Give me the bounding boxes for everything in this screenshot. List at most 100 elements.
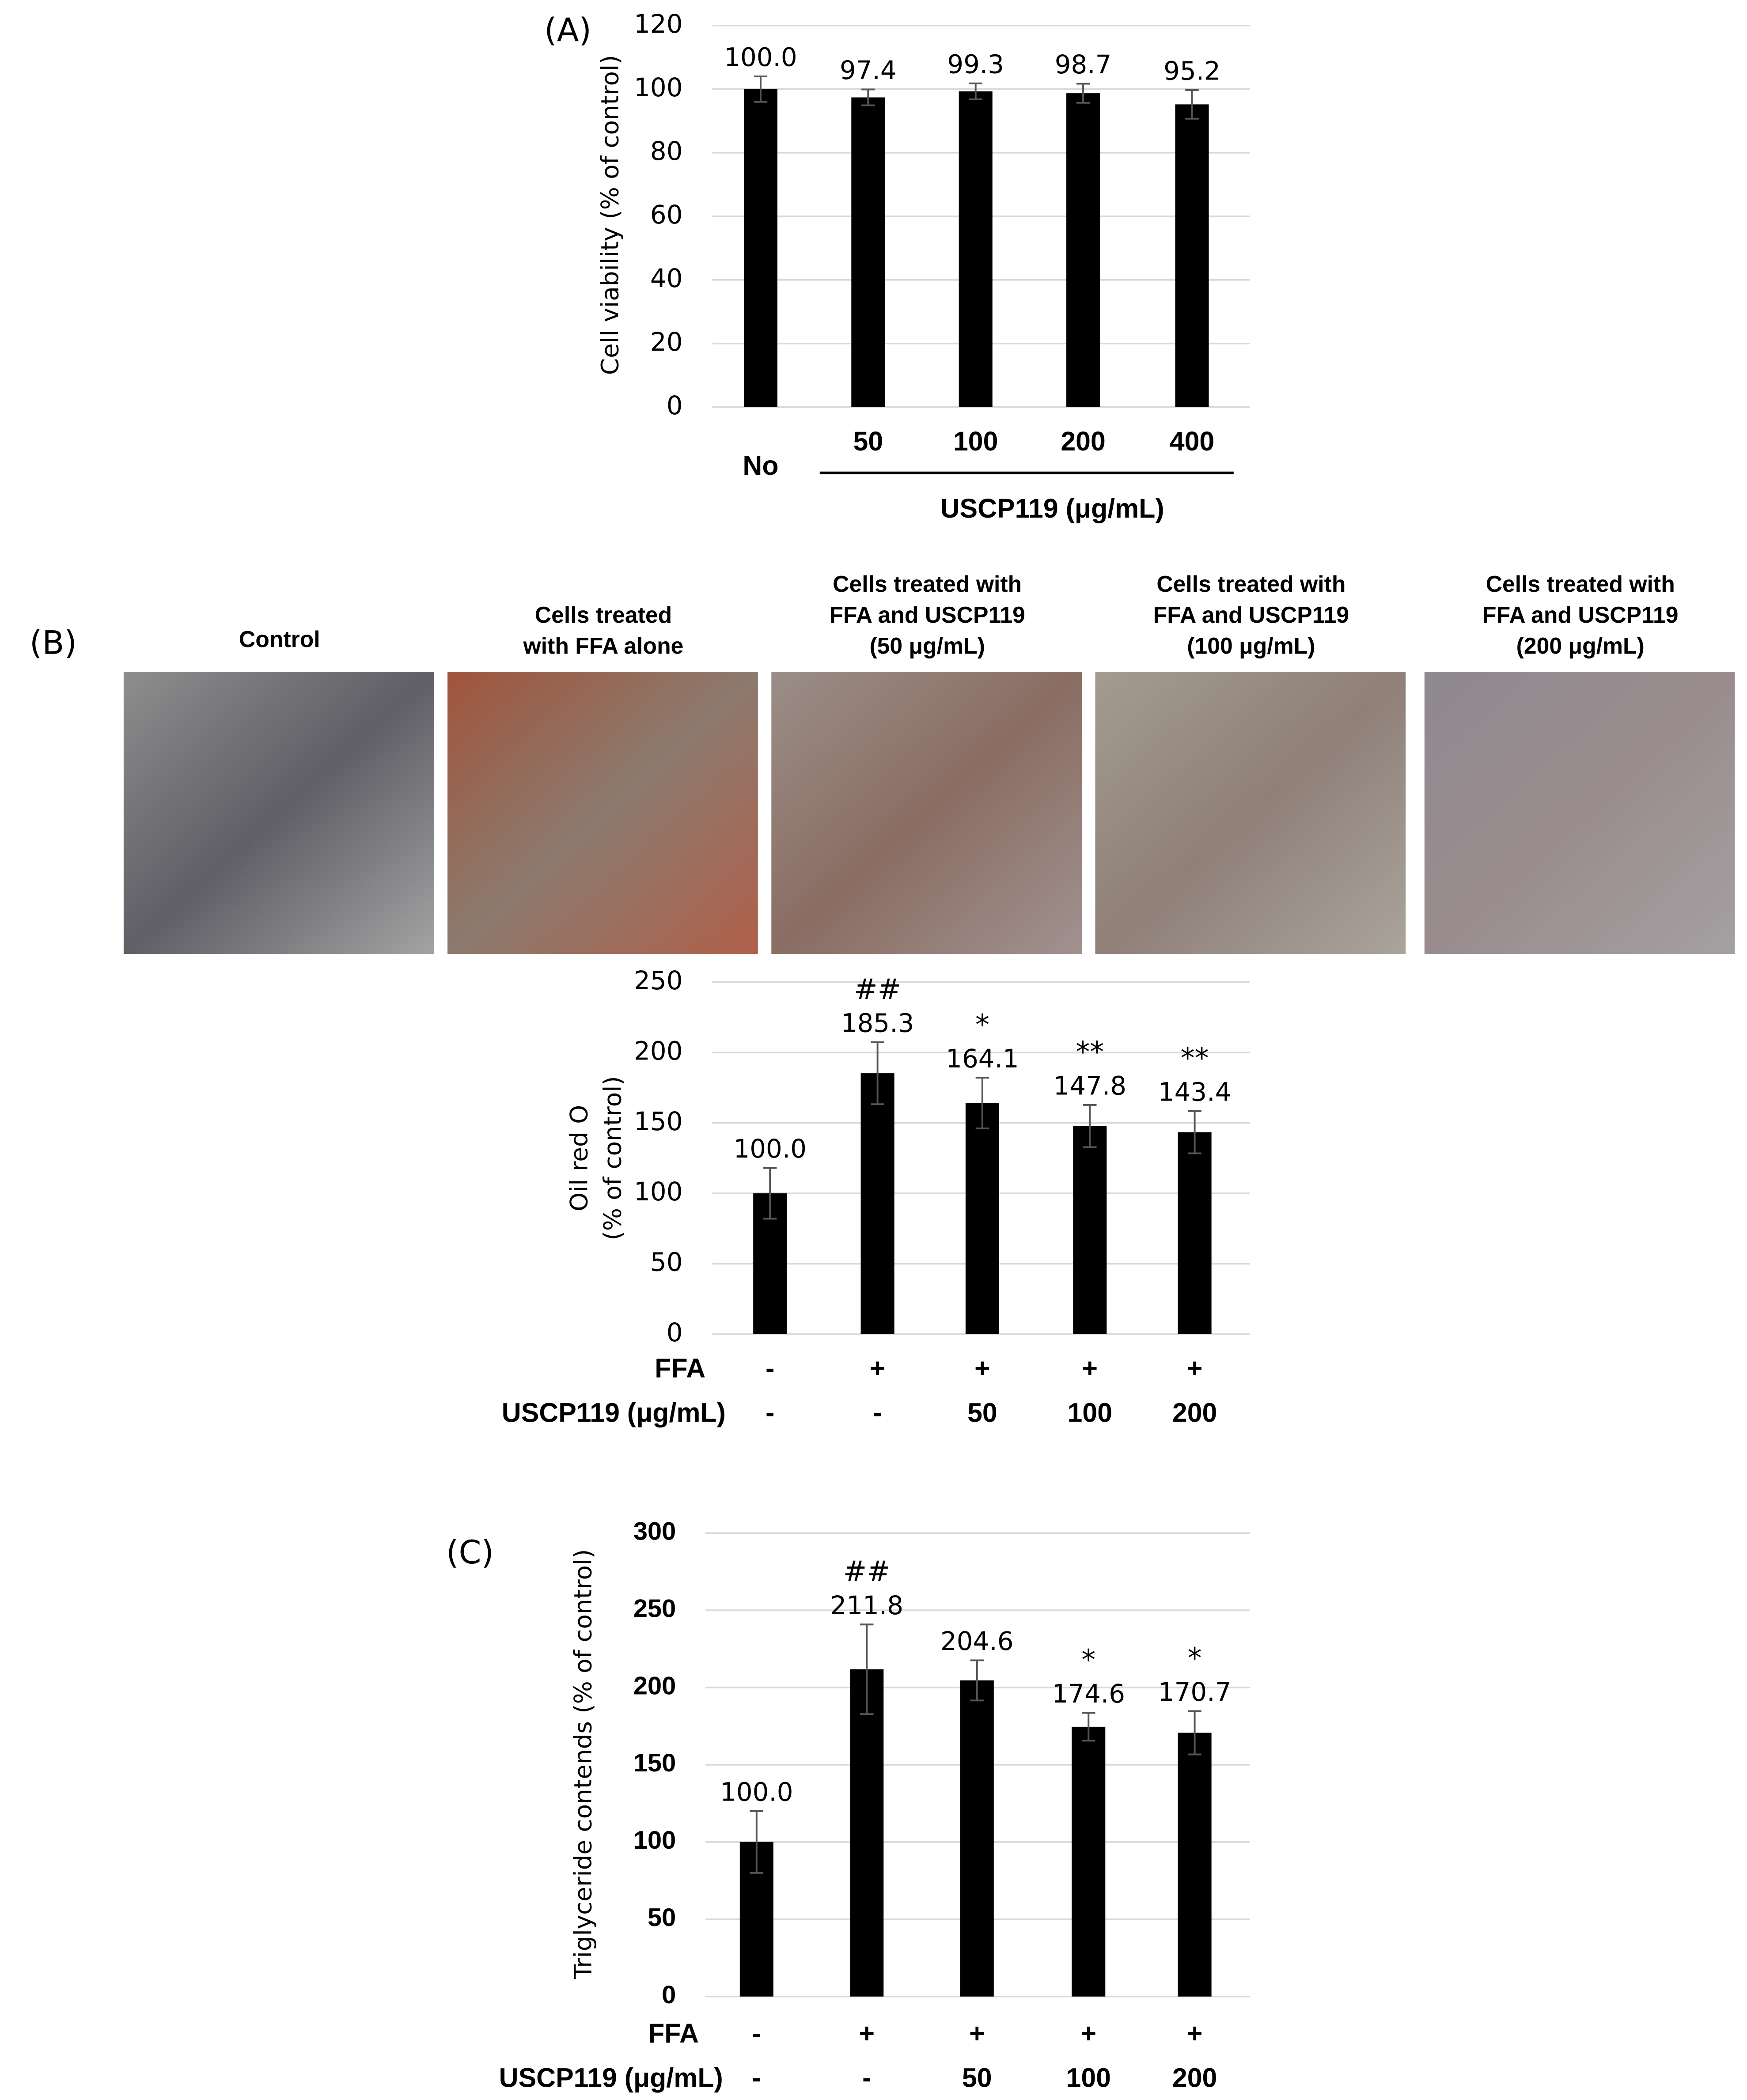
image-title: Cells treated with	[833, 571, 1022, 597]
error-bar	[1083, 1104, 1097, 1148]
value-label: 174.6	[1052, 1679, 1125, 1709]
image-title: Control	[239, 626, 320, 652]
panel-label: (C)	[446, 1534, 494, 1571]
y-tick-label: 120	[634, 9, 682, 39]
bar	[1178, 1132, 1212, 1334]
value-label: 204.6	[940, 1626, 1013, 1656]
panel-label: (B)	[30, 624, 77, 662]
row-label: FFA	[648, 2018, 699, 2048]
row-value: +	[974, 1353, 990, 1383]
y-tick-label: 20	[650, 327, 683, 357]
significance-label: **	[1181, 1042, 1209, 1075]
row-value: +	[859, 2018, 875, 2048]
micrograph	[1424, 672, 1735, 954]
y-tick-label: 150	[633, 1749, 676, 1777]
value-label: 211.8	[830, 1590, 903, 1620]
bar	[860, 1073, 894, 1334]
value-label: 100.0	[720, 1777, 793, 1807]
y-tick-label: 100	[633, 1826, 676, 1854]
row-label: FFA	[655, 1353, 705, 1383]
row-value: 200	[1172, 1398, 1217, 1428]
error-bar	[860, 1623, 874, 1715]
image-title: with FFA alone	[523, 633, 684, 658]
row-value: 200	[1172, 2062, 1217, 2092]
y-tick-label: 100	[634, 1177, 682, 1207]
error-bar	[754, 76, 768, 103]
micrograph	[771, 672, 1082, 954]
value-label: 143.4	[1158, 1077, 1231, 1107]
row-value: 50	[967, 1398, 997, 1428]
error-bar	[871, 1041, 884, 1105]
row-value: +	[1081, 2018, 1097, 2048]
x-tick-label: 50	[853, 426, 883, 456]
value-label: 99.3	[947, 49, 1004, 79]
x-tick-label: 400	[1170, 426, 1215, 456]
row-value: +	[969, 2018, 985, 2048]
error-bar	[1082, 1712, 1095, 1742]
value-label: 164.1	[946, 1044, 1019, 1074]
image-title: (200 μg/mL)	[1516, 633, 1645, 658]
x-tick-label: No	[743, 450, 778, 481]
bar	[743, 89, 777, 407]
significance-label: **	[1076, 1036, 1104, 1069]
row-value: 100	[1068, 1398, 1113, 1428]
micrograph	[1095, 672, 1406, 954]
value-label: 100.0	[724, 42, 797, 72]
value-label: 100.0	[734, 1134, 807, 1164]
error-bar	[1076, 83, 1090, 104]
error-bar	[861, 88, 875, 106]
y-axis-label: Triglyceride contends (% of control)	[569, 1549, 597, 1980]
error-bar	[969, 82, 982, 100]
y-tick-label: 250	[633, 1594, 676, 1623]
row-value: -	[765, 1398, 774, 1428]
row-value: -	[862, 2062, 871, 2092]
significance-label: *	[975, 1009, 989, 1041]
bar	[851, 97, 885, 407]
group-label: USCP119 (μg/mL)	[940, 493, 1164, 523]
micrograph	[447, 672, 758, 954]
row-value: 50	[962, 2062, 992, 2092]
bar	[960, 1680, 994, 1997]
y-tick-label: 80	[650, 136, 683, 166]
error-bar	[750, 1810, 764, 1874]
x-tick-label: 100	[953, 426, 998, 456]
y-tick-label: 0	[667, 1317, 683, 1347]
image-title: Cells treated	[535, 602, 672, 628]
value-label: 170.7	[1158, 1677, 1231, 1707]
image-title: (50 μg/mL)	[869, 633, 985, 658]
y-tick-label: 200	[634, 1036, 682, 1066]
error-bar	[1185, 89, 1199, 120]
y-tick-label: 50	[648, 1903, 676, 1932]
image-title: FFA and USCP119	[829, 602, 1025, 628]
bar	[1072, 1726, 1106, 1997]
y-tick-label: 300	[633, 1517, 676, 1545]
y-tick-label: 50	[650, 1247, 683, 1277]
row-value: +	[1082, 1353, 1098, 1383]
bar	[1178, 1733, 1212, 1997]
row-value: +	[1187, 2018, 1203, 2048]
image-title: Cells treated with	[1156, 571, 1345, 597]
y-tick-label: 60	[650, 200, 683, 230]
row-value: 100	[1066, 2062, 1111, 2092]
value-label: 147.8	[1054, 1071, 1126, 1101]
value-label: 97.4	[840, 55, 897, 85]
row-label: USCP119 (μg/mL)	[499, 2062, 723, 2092]
value-label: 95.2	[1163, 56, 1220, 86]
image-title: FFA and USCP119	[1153, 602, 1349, 628]
bar	[850, 1669, 884, 1997]
significance-label: ##	[854, 973, 901, 1006]
value-label: 185.3	[841, 1008, 914, 1038]
y-axis-label: Oil red O	[565, 1105, 593, 1211]
error-bar	[763, 1167, 777, 1220]
significance-label: ##	[843, 1555, 891, 1588]
image-title: FFA and USCP119	[1482, 602, 1678, 628]
y-tick-label: 40	[650, 263, 683, 293]
error-bar	[1188, 1710, 1201, 1756]
significance-label: *	[1081, 1644, 1095, 1676]
error-bar	[975, 1077, 989, 1130]
y-tick-label: 0	[662, 1981, 676, 2009]
bar	[965, 1103, 999, 1334]
y-axis-label: (% of control)	[598, 1076, 626, 1240]
row-value: +	[1187, 1353, 1203, 1383]
